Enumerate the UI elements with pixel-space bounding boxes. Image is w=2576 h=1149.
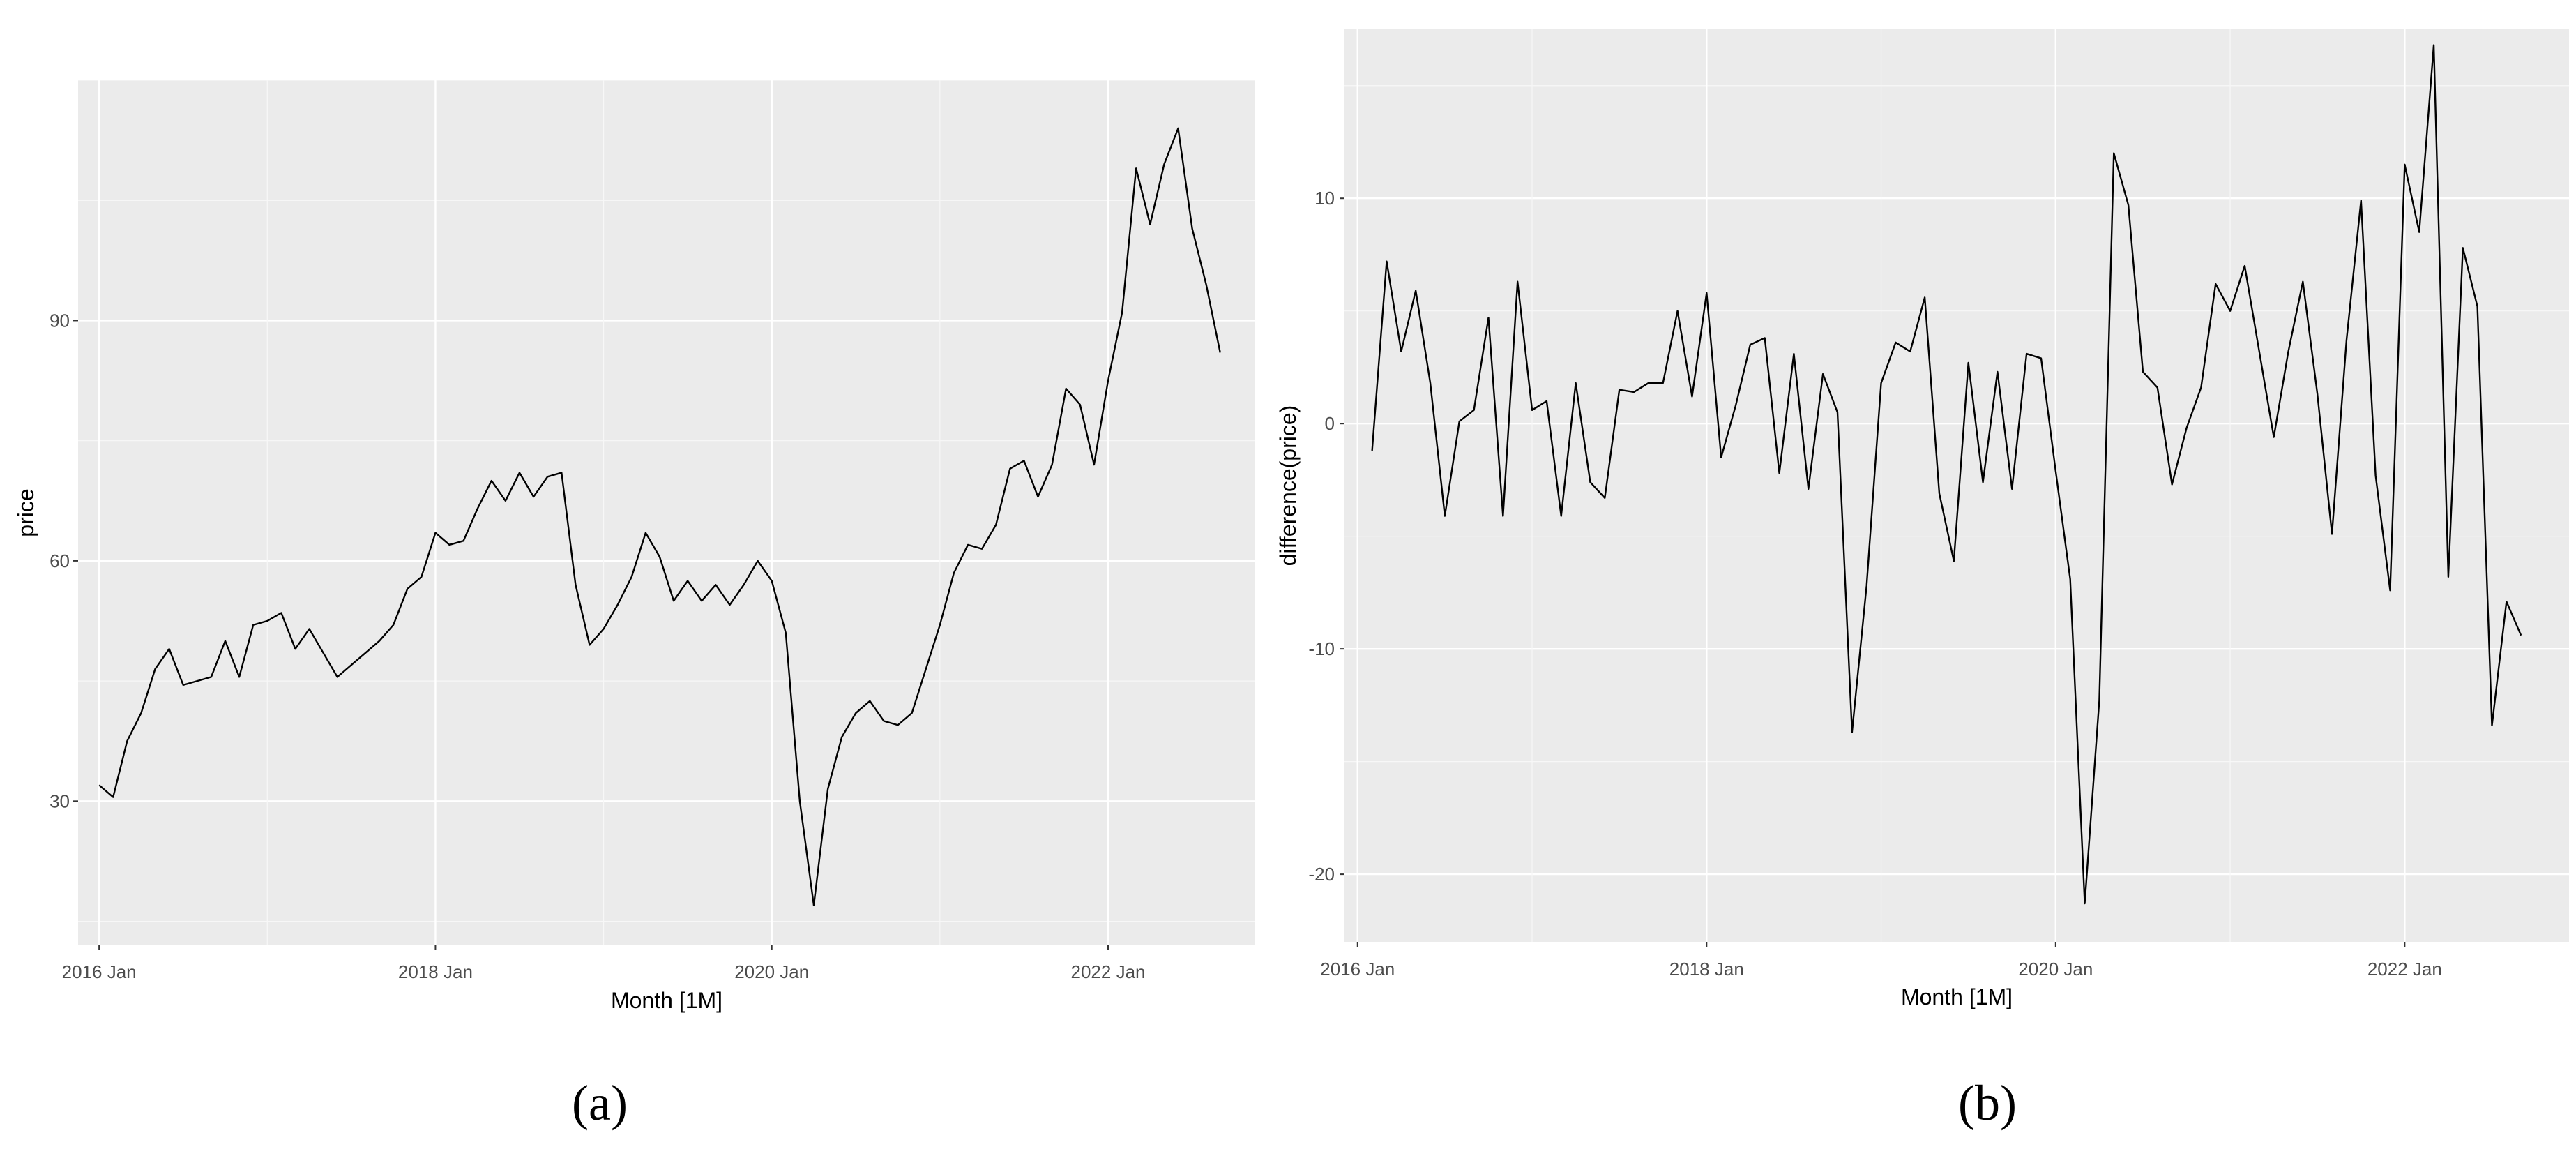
- series-line-price: [98, 127, 1221, 906]
- caption-b: (b): [1958, 1075, 2017, 1131]
- chart-panel-price: (a) 30 60 90 2016 Jan 2018 Jan 2020 Jan 2022 J…: [13, 80, 1255, 1131]
- y-tick-label: -20: [1308, 864, 1335, 885]
- plot-background: [78, 80, 1255, 945]
- y-tick-label: 10: [1314, 188, 1335, 209]
- x-tick-label: 2020 Jan: [2018, 959, 2093, 979]
- x-tick-label: 2016 Jan: [62, 961, 137, 982]
- x-axis-title: Month [1M]: [1901, 984, 2013, 1009]
- x-tick-label: 2018 Jan: [398, 961, 473, 982]
- y-tick-label: 60: [50, 550, 70, 571]
- y-tick-label: 0: [1325, 413, 1335, 434]
- x-tick-label: 2016 Jan: [1320, 959, 1395, 979]
- y-axis-title: price: [13, 488, 38, 536]
- caption-a: (a): [572, 1075, 628, 1131]
- y-tick-label: 30: [50, 790, 70, 811]
- x-tick-label: 2022 Jan: [2367, 959, 2442, 979]
- plot-background: [1344, 29, 2569, 942]
- y-tick-label: 90: [50, 310, 70, 331]
- x-axis-title: Month [1M]: [611, 988, 722, 1013]
- series-line-difference: [1371, 44, 2522, 905]
- y-axis-title: difference(price): [1275, 405, 1301, 566]
- x-tick-label: 2020 Jan: [734, 961, 809, 982]
- x-tick-label: 2022 Jan: [1071, 961, 1146, 982]
- chart-panel-difference: (b) -20 -10 0 10 2016 Jan 2018 Jan 2020 Jan 202…: [1275, 29, 2569, 1131]
- x-tick-label: 2018 Jan: [1669, 959, 1744, 979]
- y-tick-label: -10: [1308, 638, 1335, 659]
